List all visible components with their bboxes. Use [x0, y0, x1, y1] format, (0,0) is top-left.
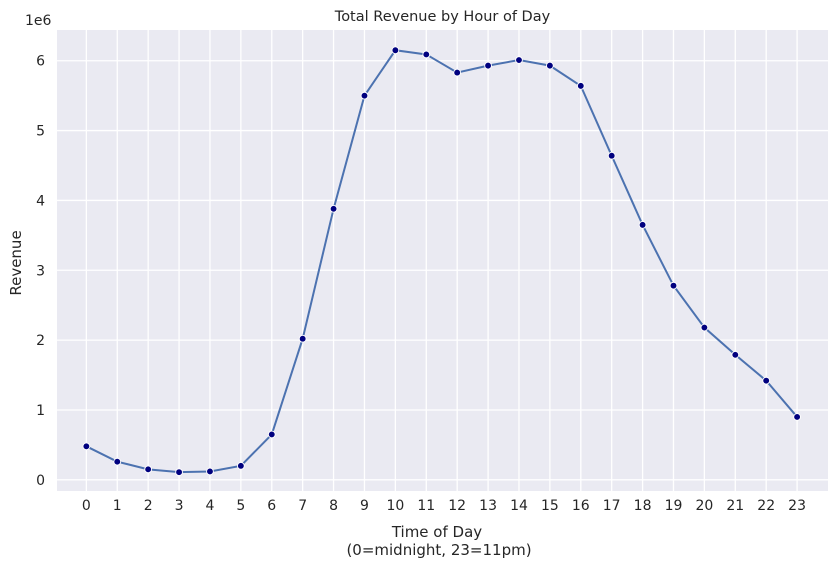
data-point-marker [206, 467, 214, 476]
data-point-marker [546, 61, 554, 70]
x-tick-label: 5 [236, 498, 245, 514]
x-tick-label: 2 [144, 498, 153, 514]
x-tick-label: 4 [206, 498, 215, 514]
data-point-marker [82, 442, 91, 451]
chart-title: Total Revenue by Hour of Day [334, 9, 551, 25]
grid-lines [57, 30, 828, 491]
data-point-marker [391, 46, 400, 55]
revenue-series-line [85, 49, 798, 474]
x-tick-label: 6 [267, 498, 276, 514]
revenue-markers [82, 46, 801, 476]
x-tick-label: 3 [175, 498, 184, 514]
data-point-marker [237, 462, 245, 470]
data-point-marker [453, 68, 462, 77]
x-tick-label: 23 [788, 498, 806, 514]
x-tick-label: 10 [386, 498, 404, 514]
data-point-marker [762, 376, 771, 385]
data-point-marker [793, 413, 801, 421]
data-point-marker [267, 430, 276, 439]
x-tick-label: 12 [448, 498, 466, 514]
x-tick-label: 21 [726, 498, 744, 514]
x-tick-label: 8 [329, 498, 338, 514]
y-tick-label: 6 [36, 54, 45, 70]
y-offset-label: 1e6 [25, 13, 52, 29]
data-point-marker [422, 50, 431, 59]
plot-area [57, 30, 828, 491]
x-tick-label: 1 [113, 498, 122, 514]
data-point-marker [144, 465, 153, 474]
data-point-marker [298, 334, 307, 343]
x-tick-label: 16 [572, 498, 590, 514]
x-tick-label: 19 [665, 498, 683, 514]
x-axis-sublabel: (0=midnight, 23=11pm) [346, 541, 531, 559]
y-tick-label: 5 [36, 124, 45, 140]
x-tick-label: 22 [757, 498, 775, 514]
data-point-marker [638, 221, 647, 229]
x-tick-label: 11 [417, 498, 435, 514]
data-point-marker [329, 204, 338, 213]
x-tick-labels: 0 1 2 3 4 5 6 7 8 9 10 11 12 13 14 15 16 17 18 19 20 21 22 23 [82, 498, 806, 514]
y-tick-labels: 0 1 2 3 4 5 6 [36, 54, 45, 489]
y-axis-label: Revenue [7, 230, 25, 295]
x-tick-label: 9 [360, 498, 369, 514]
y-tick-label: 3 [36, 263, 45, 279]
x-tick-label: 14 [510, 498, 528, 514]
data-point-marker [731, 350, 740, 359]
y-tick-label: 1 [36, 403, 45, 419]
data-point-marker [700, 323, 709, 332]
x-tick-label: 15 [541, 498, 559, 514]
x-tick-label: 17 [603, 498, 621, 514]
data-point-marker [669, 281, 678, 290]
y-tick-label: 4 [36, 193, 45, 209]
data-point-marker [607, 151, 616, 160]
y-tick-label: 0 [36, 473, 45, 489]
x-tick-label: 18 [634, 498, 652, 514]
x-tick-label: 0 [82, 498, 91, 514]
data-point-marker [515, 56, 523, 64]
x-axis-label: Time of Day [391, 523, 482, 541]
data-point-marker [113, 457, 122, 466]
data-point-marker [484, 61, 492, 70]
x-tick-label: 20 [695, 498, 713, 514]
data-point-marker [360, 91, 369, 100]
x-tick-label: 7 [298, 498, 307, 514]
y-tick-label: 2 [36, 333, 45, 349]
x-tick-label: 13 [479, 498, 497, 514]
data-point-marker [576, 82, 585, 90]
data-point-marker [175, 468, 183, 476]
